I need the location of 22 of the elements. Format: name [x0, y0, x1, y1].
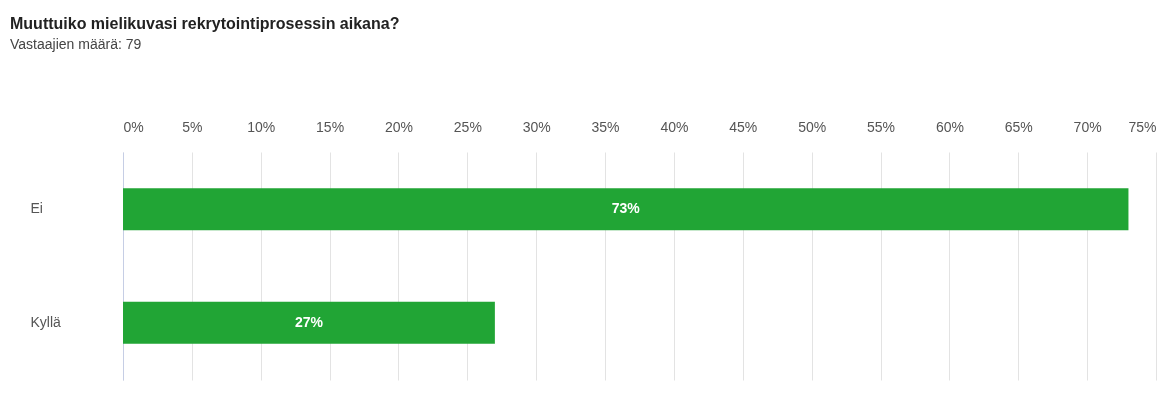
- x-tick-label: 30%: [522, 118, 551, 135]
- x-tick-label: 40%: [660, 118, 689, 135]
- x-tick-label: 35%: [591, 118, 620, 135]
- x-tick-label: 65%: [1004, 118, 1033, 135]
- y-tick-label: Kyllä: [30, 313, 62, 330]
- x-tick-label: 0%: [123, 118, 144, 135]
- chart-subtitle: Vastaajien määrä: 79: [10, 36, 142, 52]
- x-tick-label: 55%: [867, 118, 896, 135]
- x-tick-label: 20%: [384, 118, 413, 135]
- x-tick-label: 70%: [1073, 118, 1102, 135]
- data-label: 73%: [611, 200, 641, 217]
- x-tick-label: 5%: [182, 118, 203, 135]
- y-tick-label: Ei: [30, 200, 43, 217]
- x-tick-label: 60%: [935, 118, 964, 135]
- data-label: 27%: [294, 313, 324, 330]
- x-tick-label: 50%: [798, 118, 827, 135]
- x-tick-label: 15%: [316, 118, 345, 135]
- x-tick-label: 10%: [247, 118, 276, 135]
- x-tick-label: 45%: [729, 118, 758, 135]
- chart-title: Muuttuiko mielikuvasi rekrytointiprosessin aikana?: [10, 15, 400, 32]
- x-tick-label: 75%: [1128, 118, 1157, 135]
- x-tick-label: 25%: [453, 118, 482, 135]
